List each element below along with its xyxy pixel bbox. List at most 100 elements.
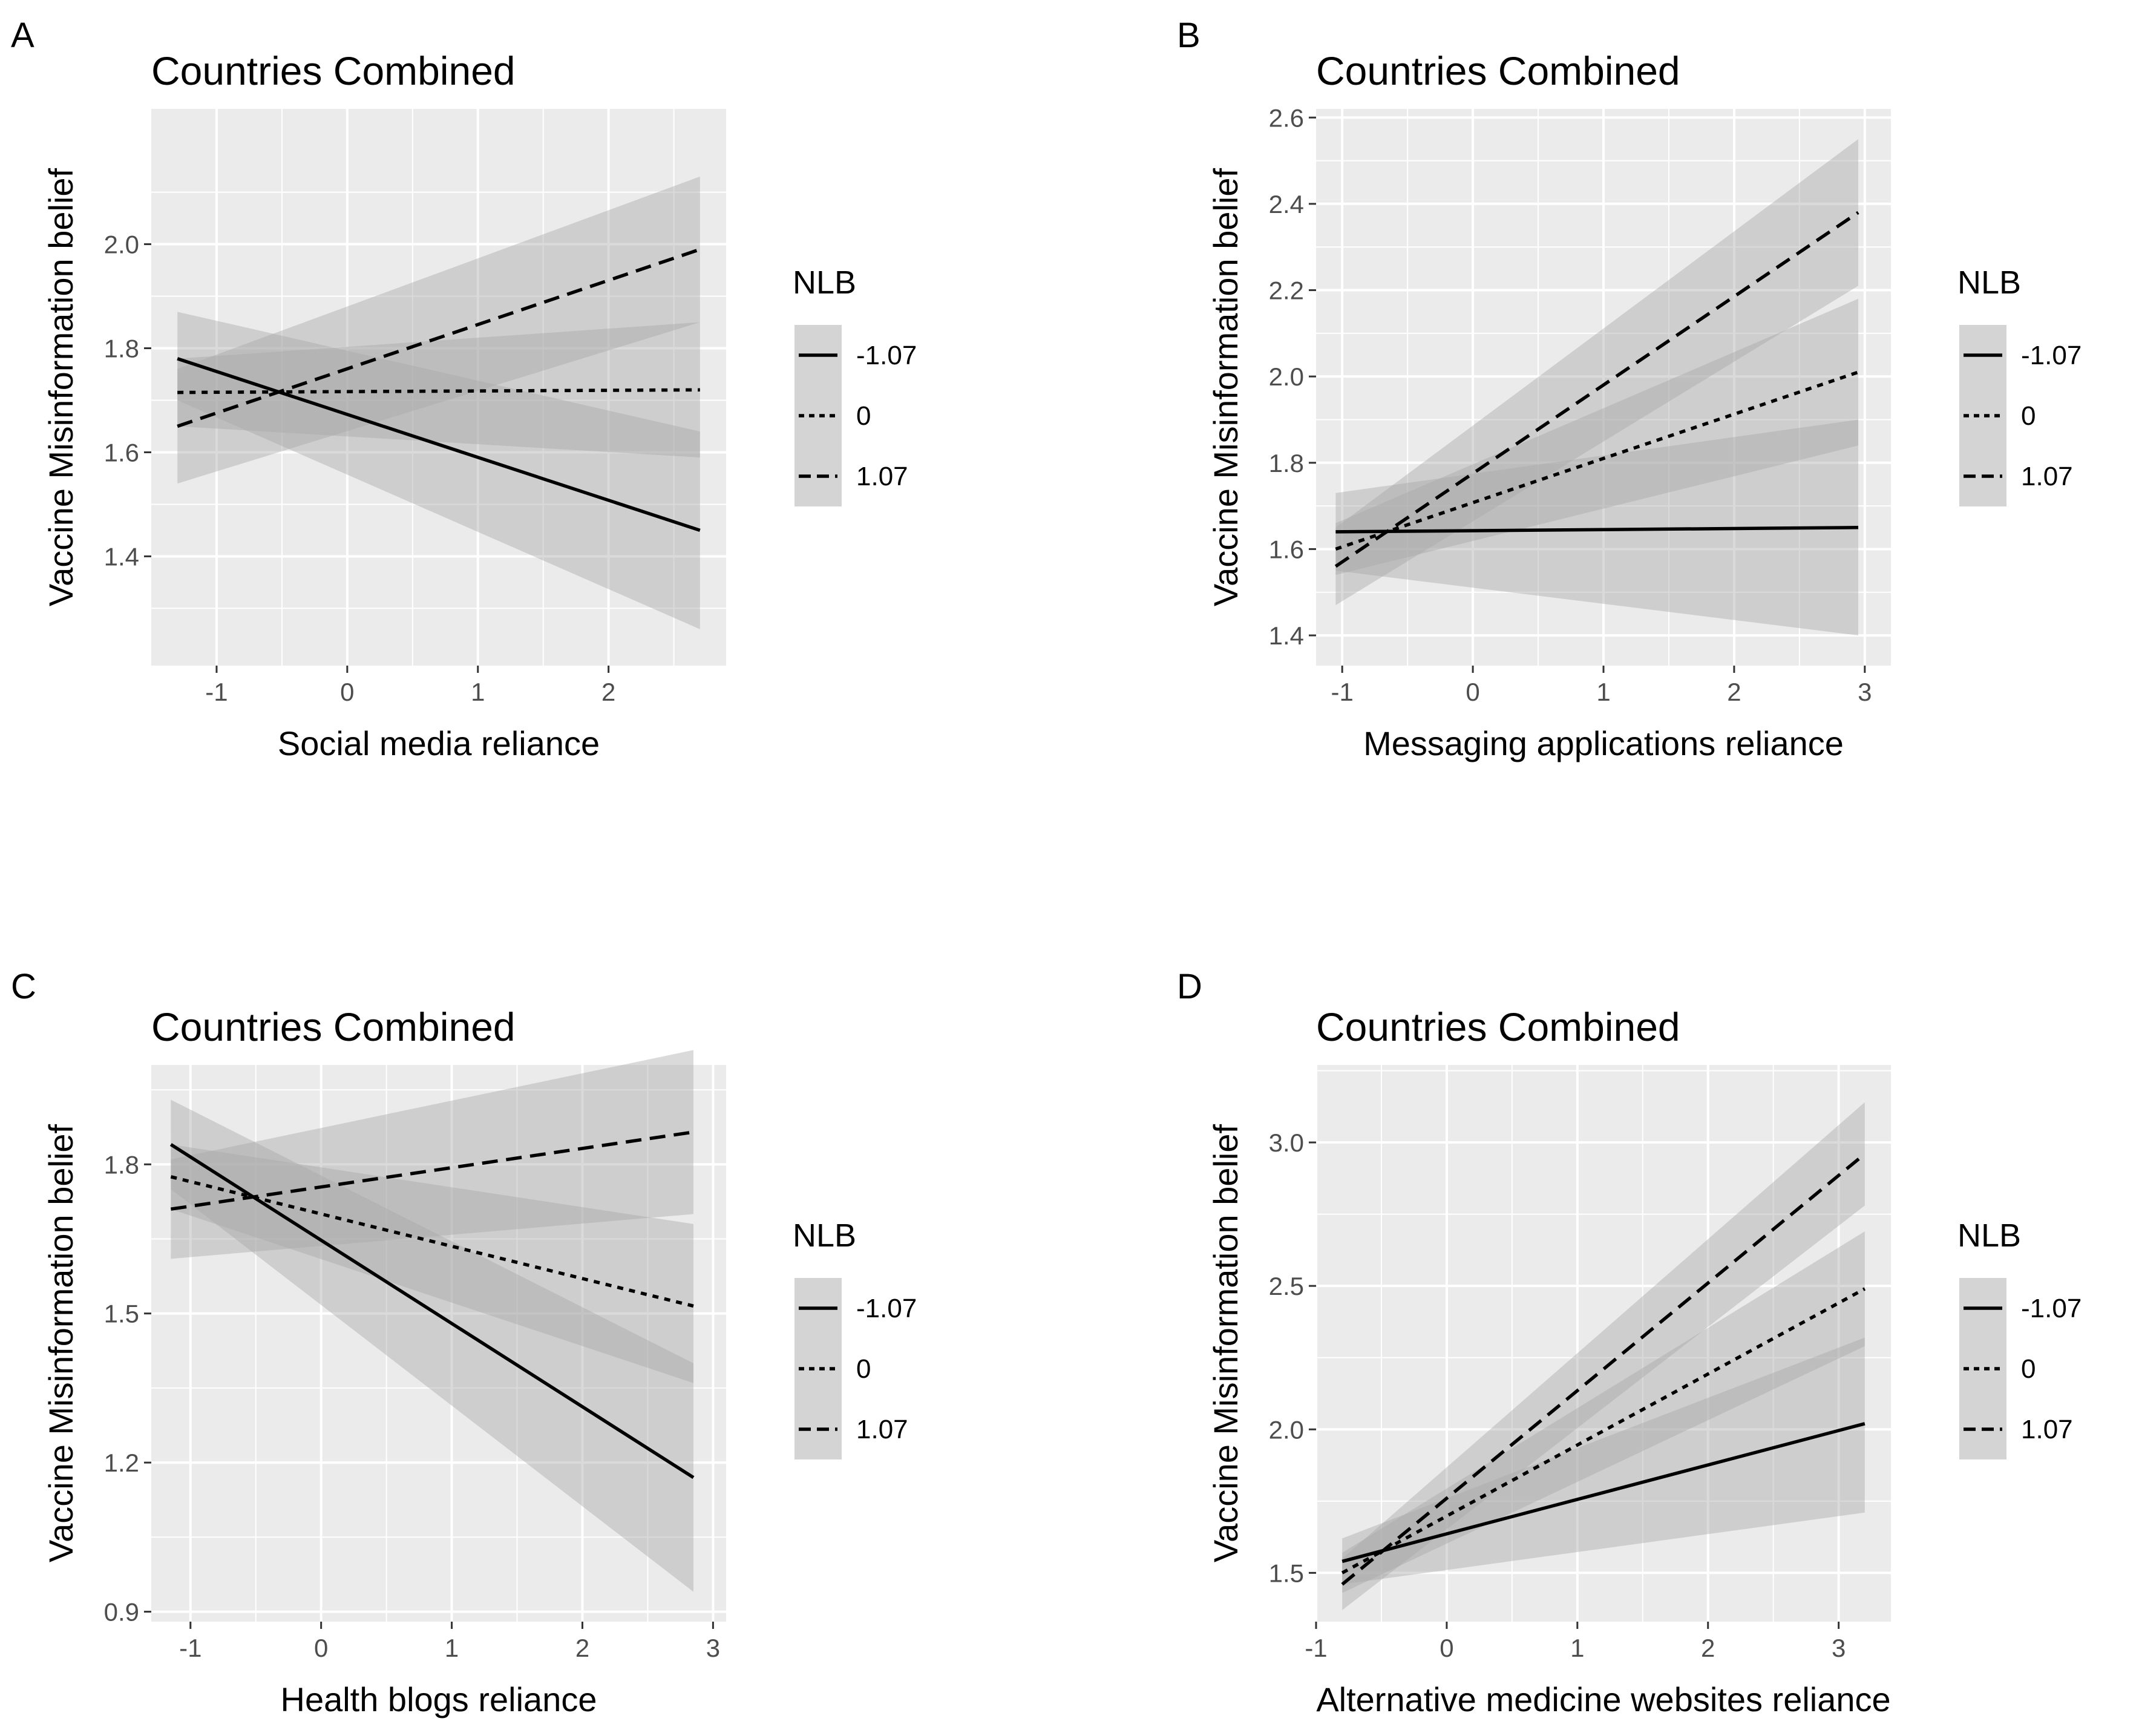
x-tick-label: 1 bbox=[445, 1634, 459, 1662]
plot-title: Countries Combined bbox=[151, 1004, 516, 1049]
series-line-nlb-2 bbox=[170, 1130, 694, 1211]
legend-label: -1.07 bbox=[856, 341, 917, 370]
y-tick-label: 1.4 bbox=[1269, 621, 1304, 650]
panel-c: C Countries Combined -1 0 1 2 3 0.9 1.2 1.5 1.8 Hea… bbox=[11, 967, 917, 1718]
series-line-nlb-1 bbox=[177, 388, 700, 395]
x-tick-label: -1 bbox=[1331, 678, 1354, 706]
y-axis-title: Vaccine Misinformation belief bbox=[1207, 1124, 1245, 1562]
y-tick-label: 3.0 bbox=[1269, 1128, 1304, 1157]
plot-title: Countries Combined bbox=[151, 48, 516, 93]
series-line-nlb-1 bbox=[170, 1175, 694, 1308]
y-tick-label: 1.4 bbox=[104, 542, 139, 571]
x-tick-label: 1 bbox=[1570, 1634, 1584, 1662]
x-tick-label: 2 bbox=[601, 678, 615, 706]
legend-label: 1.07 bbox=[856, 462, 908, 491]
x-tick-label: -1 bbox=[179, 1634, 201, 1662]
y-tick-label: 1.8 bbox=[1269, 449, 1304, 477]
x-tick-label: 0 bbox=[340, 678, 354, 706]
y-axis-title: Vaccine Misinformation belief bbox=[42, 1124, 80, 1562]
plot-title: Countries Combined bbox=[1316, 48, 1680, 93]
ci-ribbon-nlb-2 bbox=[171, 1050, 694, 1259]
panel-letter: C bbox=[11, 967, 36, 1006]
x-axis-title: Alternative medicine websites reliance bbox=[1316, 1680, 1890, 1718]
legend-label: 0 bbox=[2021, 1354, 2036, 1384]
y-tick-label: 2.5 bbox=[1269, 1272, 1304, 1300]
legend-label: -1.07 bbox=[2021, 1294, 2082, 1323]
ci-ribbon-nlb-0 bbox=[177, 312, 700, 629]
series-line-nlb-0 bbox=[1341, 1422, 1865, 1564]
series-line-nlb-2 bbox=[1334, 211, 1859, 568]
y-tick-label: 1.6 bbox=[1269, 535, 1304, 563]
series-line-nlb-1 bbox=[1341, 1287, 1866, 1574]
panel-a: A Countries Combined -1 0 1 2 1.4 1.6 1.8 2.0 Soci… bbox=[11, 16, 917, 762]
plot-background bbox=[1316, 1065, 1891, 1622]
x-axis-title: Health blogs reliance bbox=[281, 1680, 597, 1718]
legend-label: 0 bbox=[856, 401, 871, 431]
ci-ribbon-nlb-2 bbox=[1342, 1102, 1865, 1611]
series-line-nlb-2 bbox=[1341, 1152, 1866, 1586]
y-tick-label: 0.9 bbox=[104, 1598, 139, 1626]
legend-title: NLB bbox=[1957, 1217, 2021, 1254]
legend-title: NLB bbox=[793, 264, 856, 301]
y-tick-label: 2.2 bbox=[1269, 277, 1304, 305]
x-tick-label: 0 bbox=[1440, 1634, 1453, 1662]
x-tick-label: 0 bbox=[1466, 678, 1479, 706]
x-tick-label: 0 bbox=[314, 1634, 328, 1662]
y-tick-label: 2.6 bbox=[1269, 103, 1304, 132]
panel-letter: B bbox=[1177, 16, 1201, 55]
legend-label: -1.07 bbox=[856, 1294, 917, 1323]
legend-title: NLB bbox=[793, 1217, 856, 1254]
legend-title: NLB bbox=[1957, 264, 2021, 301]
y-axis-title: Vaccine Misinformation belief bbox=[42, 168, 80, 606]
y-tick-label: 1.5 bbox=[1269, 1559, 1304, 1587]
ci-ribbon-nlb-0 bbox=[1335, 419, 1859, 636]
x-tick-label: 3 bbox=[1858, 678, 1872, 706]
x-tick-label: 2 bbox=[1727, 678, 1741, 706]
series-line-nlb-0 bbox=[177, 357, 701, 532]
x-tick-label: 1 bbox=[1596, 678, 1610, 706]
ci-ribbon-nlb-1 bbox=[177, 322, 700, 458]
x-tick-label: -1 bbox=[1305, 1634, 1327, 1662]
legend: NLB -1.07 0 1.07 bbox=[1957, 264, 2082, 506]
panel-b: B Countries Combined -1 0 1 2 3 1.4 1.6 1.8 2.0 2.2… bbox=[1177, 16, 2082, 762]
x-tick-label: -1 bbox=[205, 678, 228, 706]
legend: NLB -1.07 0 1.07 bbox=[793, 1217, 917, 1459]
legend-label: 0 bbox=[2021, 401, 2036, 431]
legend-label: 1.07 bbox=[2021, 462, 2073, 491]
panel-letter: A bbox=[11, 16, 34, 55]
x-tick-label: 2 bbox=[1701, 1634, 1715, 1662]
y-tick-label: 2.0 bbox=[1269, 1415, 1304, 1444]
legend-label: 0 bbox=[856, 1354, 871, 1384]
x-axis-title: Social media reliance bbox=[278, 724, 600, 762]
x-tick-label: 3 bbox=[706, 1634, 720, 1662]
legend-label: -1.07 bbox=[2021, 341, 2082, 370]
y-tick-label: 1.6 bbox=[104, 438, 139, 467]
y-tick-label: 1.2 bbox=[104, 1449, 139, 1477]
x-tick-label: 2 bbox=[575, 1634, 589, 1662]
y-tick-label: 1.8 bbox=[104, 1150, 139, 1179]
y-tick-label: 2.0 bbox=[1269, 362, 1304, 391]
y-tick-label: 2.4 bbox=[1269, 190, 1304, 218]
legend: NLB -1.07 0 1.07 bbox=[793, 264, 917, 506]
legend-label: 1.07 bbox=[856, 1415, 908, 1444]
ci-ribbon-nlb-1 bbox=[171, 1144, 694, 1383]
x-tick-label: 1 bbox=[471, 678, 485, 706]
x-tick-label: 3 bbox=[1832, 1634, 1846, 1662]
plot-background bbox=[151, 1065, 726, 1622]
y-tick-label: 2.0 bbox=[104, 231, 139, 259]
x-axis-title: Messaging applications reliance bbox=[1363, 724, 1844, 762]
plot-title: Countries Combined bbox=[1316, 1004, 1680, 1049]
ci-ribbon-nlb-2 bbox=[177, 176, 700, 484]
y-axis-title: Vaccine Misinformation belief bbox=[1207, 168, 1245, 606]
series-line-nlb-0 bbox=[1335, 526, 1859, 534]
plot-background bbox=[151, 109, 726, 666]
panel-d: D Countries Combined -1 0 1 2 3 1.5 2.0 2.5 3.0 Alt… bbox=[1177, 967, 2082, 1718]
ci-ribbon-nlb-2 bbox=[1335, 139, 1859, 606]
series-line-nlb-2 bbox=[177, 247, 701, 428]
y-tick-label: 1.5 bbox=[104, 1300, 139, 1328]
y-tick-label: 1.8 bbox=[104, 335, 139, 363]
legend-label: 1.07 bbox=[2021, 1415, 2073, 1444]
panel-letter: D bbox=[1177, 967, 1202, 1006]
ci-ribbon-nlb-0 bbox=[1342, 1337, 1865, 1585]
